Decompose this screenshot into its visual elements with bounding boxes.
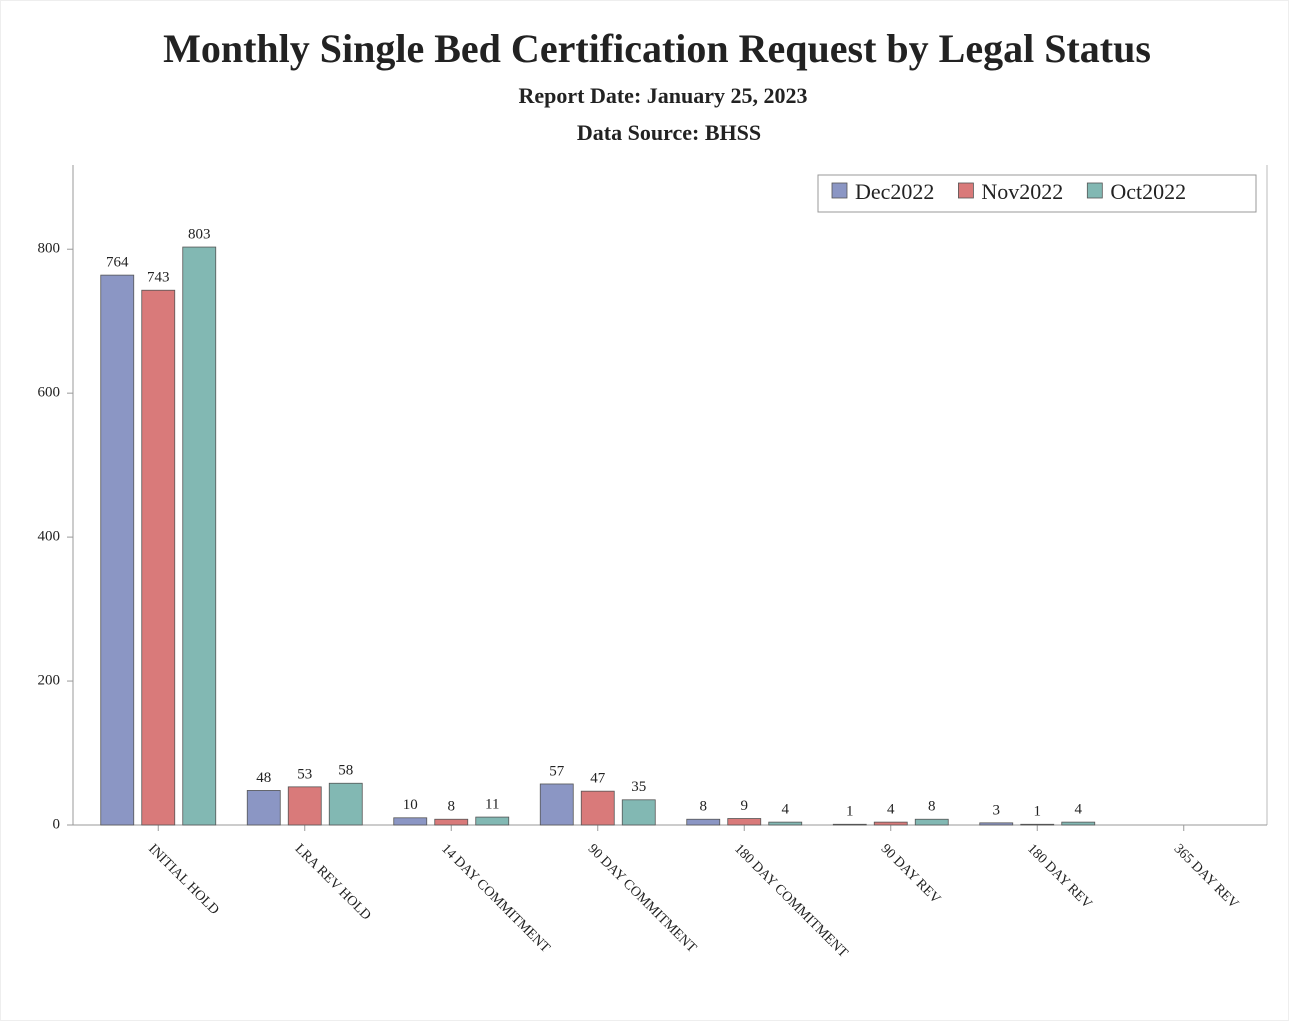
bar	[621, 799, 656, 826]
y-tick-label: 600	[38, 385, 61, 401]
data-label: 8	[928, 799, 936, 815]
bar	[1061, 821, 1096, 826]
bar	[287, 786, 322, 826]
data-label: 4	[1075, 802, 1083, 818]
legend-label: Oct2022	[1110, 179, 1186, 204]
bar	[727, 818, 762, 826]
bar	[832, 823, 867, 826]
chart-subtitle: Data Source: BHSS	[577, 120, 761, 145]
bar	[182, 246, 217, 826]
data-label: 4	[887, 802, 895, 818]
data-label: 58	[338, 763, 353, 779]
chart-subtitle: Report Date: January 25, 2023	[518, 83, 807, 108]
legend-swatch	[1086, 182, 1103, 199]
legend-label: Dec2022	[855, 179, 934, 204]
data-label: 803	[188, 226, 211, 242]
bar	[328, 782, 363, 826]
y-tick-label: 0	[53, 816, 61, 832]
bar	[246, 790, 281, 826]
data-label: 8	[700, 799, 708, 815]
y-tick-label: 400	[38, 529, 61, 545]
data-label: 1	[1034, 804, 1042, 820]
data-label: 9	[741, 798, 749, 814]
data-label: 3	[993, 802, 1001, 818]
bar	[434, 818, 469, 826]
data-label: 10	[403, 797, 418, 813]
bar	[539, 783, 574, 826]
bar	[141, 289, 176, 826]
bar	[1020, 823, 1055, 826]
bar	[979, 822, 1014, 826]
data-label: 1	[846, 804, 854, 820]
data-label: 35	[631, 779, 646, 795]
legend-box	[817, 174, 1257, 213]
legend: Dec2022 Nov2022 Oct2022	[817, 174, 1257, 213]
legend-swatch	[831, 182, 848, 199]
data-label: 48	[256, 770, 271, 786]
y-tick-label: 800	[38, 241, 61, 257]
legend-label: Nov2022	[981, 179, 1063, 204]
data-label: 764	[106, 255, 129, 271]
data-label: 57	[549, 763, 565, 779]
chart-title: Monthly Single Bed Certification Request…	[163, 26, 1151, 71]
bar	[393, 817, 428, 826]
data-label: 8	[448, 799, 456, 815]
bar	[686, 818, 721, 826]
data-label: 53	[297, 766, 312, 782]
data-label: 743	[147, 270, 170, 286]
y-tick-label: 200	[38, 672, 61, 688]
bar	[475, 816, 510, 826]
legend-swatch	[958, 182, 974, 199]
data-label: 47	[590, 771, 606, 787]
bar	[768, 821, 803, 826]
bar	[914, 818, 949, 826]
bar	[100, 274, 135, 826]
bar	[580, 790, 615, 826]
data-label: 4	[782, 802, 790, 818]
bar	[873, 821, 908, 826]
data-label: 11	[485, 797, 499, 813]
